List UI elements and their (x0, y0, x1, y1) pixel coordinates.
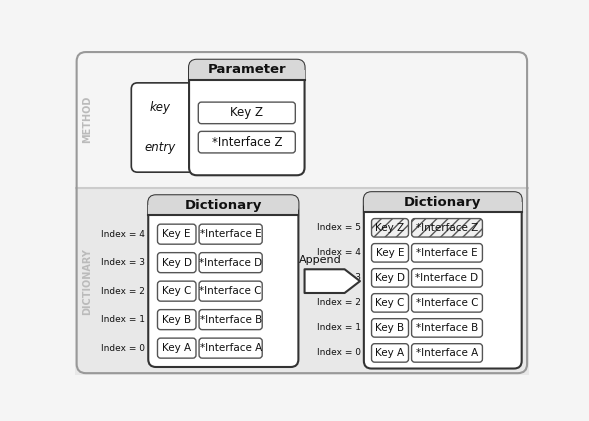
Text: *Interface A: *Interface A (416, 348, 478, 358)
Text: Index = 2: Index = 2 (317, 298, 361, 307)
Text: METHOD: METHOD (82, 96, 92, 143)
Text: *Interface C: *Interface C (416, 298, 478, 308)
Text: Key B: Key B (162, 314, 191, 325)
FancyBboxPatch shape (157, 224, 196, 244)
Polygon shape (305, 269, 360, 293)
Bar (75, 188, 528, 375)
Text: Append: Append (299, 256, 342, 265)
FancyBboxPatch shape (198, 102, 295, 124)
FancyBboxPatch shape (198, 131, 295, 153)
Text: Key Z: Key Z (230, 107, 263, 120)
Text: Index = 0: Index = 0 (317, 349, 361, 357)
FancyBboxPatch shape (412, 269, 482, 287)
FancyBboxPatch shape (199, 338, 262, 358)
Bar (148, 205, 299, 215)
Text: Index = 1: Index = 1 (317, 323, 361, 333)
Text: Key A: Key A (375, 348, 405, 358)
Text: Index = 1: Index = 1 (101, 315, 145, 324)
Text: Key A: Key A (162, 343, 191, 353)
FancyBboxPatch shape (189, 60, 305, 175)
Text: Index = 2: Index = 2 (101, 287, 145, 296)
FancyBboxPatch shape (199, 253, 262, 273)
Text: DICTIONARY: DICTIONARY (82, 248, 92, 314)
Text: Parameter: Parameter (207, 63, 286, 76)
FancyBboxPatch shape (372, 218, 409, 237)
Text: Index = 4: Index = 4 (317, 248, 361, 257)
FancyBboxPatch shape (157, 338, 196, 358)
FancyBboxPatch shape (157, 281, 196, 301)
Text: key: key (150, 101, 171, 115)
FancyBboxPatch shape (412, 344, 482, 362)
FancyBboxPatch shape (199, 281, 262, 301)
FancyBboxPatch shape (412, 294, 482, 312)
Text: *Interface Z: *Interface Z (211, 136, 282, 149)
FancyBboxPatch shape (157, 309, 196, 330)
Text: Key D: Key D (162, 258, 192, 268)
Bar (75, 51, 528, 188)
Text: *Interface B: *Interface B (416, 323, 478, 333)
Text: Key Z: Key Z (375, 223, 405, 233)
FancyBboxPatch shape (364, 192, 522, 212)
FancyBboxPatch shape (199, 224, 262, 244)
Text: Index = 4: Index = 4 (101, 230, 145, 239)
Bar (364, 202, 522, 212)
Text: Index = 3: Index = 3 (101, 258, 145, 267)
FancyBboxPatch shape (412, 244, 482, 262)
FancyBboxPatch shape (189, 60, 305, 80)
FancyBboxPatch shape (412, 319, 482, 337)
FancyBboxPatch shape (372, 269, 409, 287)
Text: *Interface Z: *Interface Z (416, 223, 478, 233)
FancyBboxPatch shape (412, 218, 482, 237)
Text: Key B: Key B (375, 323, 405, 333)
Text: Key C: Key C (375, 298, 405, 308)
Text: *Interface E: *Interface E (200, 229, 262, 239)
Text: Key C: Key C (162, 286, 191, 296)
Text: Key E: Key E (163, 229, 191, 239)
Text: Dictionary: Dictionary (404, 196, 481, 209)
Text: *Interface C: *Interface C (200, 286, 262, 296)
Text: Key E: Key E (376, 248, 404, 258)
FancyBboxPatch shape (364, 192, 522, 368)
Text: *Interface D: *Interface D (415, 273, 479, 283)
Text: Dictionary: Dictionary (184, 199, 262, 212)
FancyBboxPatch shape (199, 309, 262, 330)
Text: Key D: Key D (375, 273, 405, 283)
Text: *Interface D: *Interface D (199, 258, 262, 268)
Text: *Interface A: *Interface A (200, 343, 262, 353)
Text: *Interface B: *Interface B (200, 314, 262, 325)
FancyBboxPatch shape (372, 344, 409, 362)
Text: Index = 5: Index = 5 (317, 223, 361, 232)
Text: Index = 3: Index = 3 (317, 273, 361, 282)
FancyBboxPatch shape (131, 83, 197, 172)
FancyBboxPatch shape (148, 195, 299, 215)
FancyBboxPatch shape (372, 294, 409, 312)
FancyBboxPatch shape (157, 253, 196, 273)
Bar (189, 70, 305, 80)
FancyBboxPatch shape (372, 319, 409, 337)
Text: Index = 0: Index = 0 (101, 344, 145, 353)
FancyBboxPatch shape (148, 195, 299, 367)
Text: *Interface E: *Interface E (416, 248, 478, 258)
Text: entry: entry (144, 141, 176, 154)
FancyBboxPatch shape (372, 244, 409, 262)
